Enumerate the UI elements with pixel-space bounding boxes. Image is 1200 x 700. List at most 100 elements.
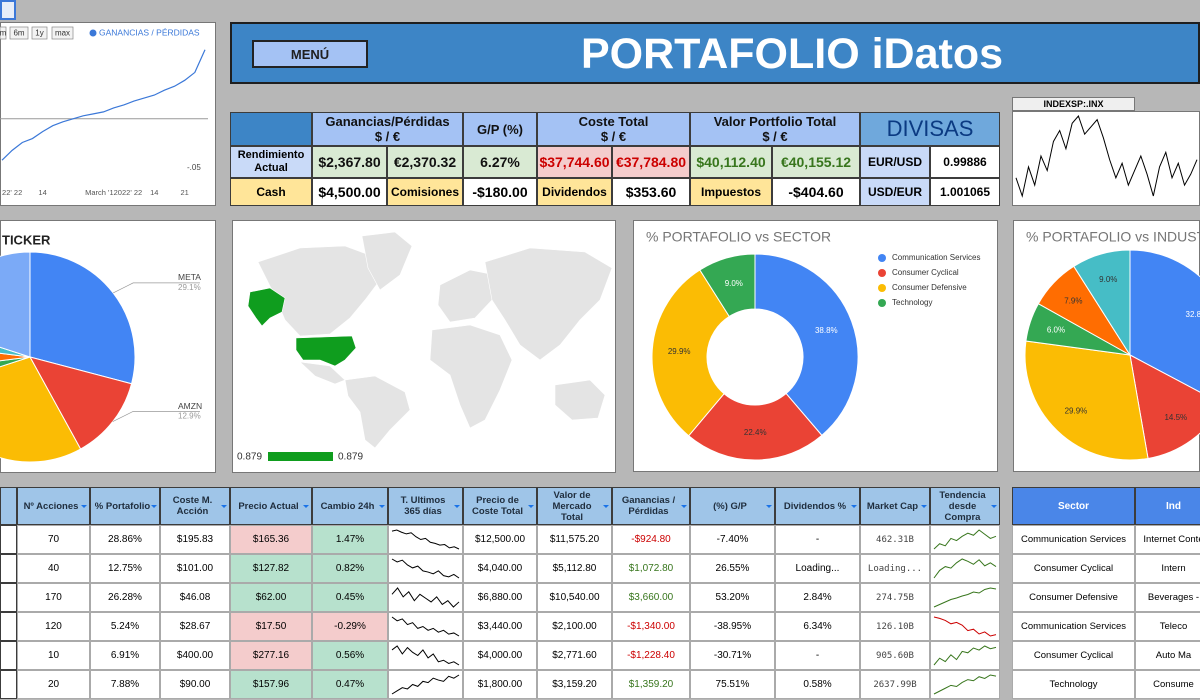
header-line: $ / € bbox=[600, 129, 627, 144]
holding-cell: $165.36 bbox=[230, 525, 312, 554]
holding-cell: $12,500.00 bbox=[463, 525, 537, 554]
holdings-header: Ganancias / Pérdidas bbox=[612, 487, 690, 525]
sparkline bbox=[391, 645, 460, 666]
divisas-title: DIVISAS bbox=[860, 112, 1000, 146]
sector-cell: Consume bbox=[1135, 670, 1200, 699]
sector-cell: Internet Conte bbox=[1135, 525, 1200, 554]
header-line: Ganancias/Pérdidas bbox=[325, 114, 450, 129]
sector-cell: Teleco bbox=[1135, 612, 1200, 641]
holdings-header: T. Ultimos 365 días bbox=[388, 487, 463, 525]
holding-cell: $157.96 bbox=[230, 670, 312, 699]
sparkline-line bbox=[391, 558, 460, 579]
holdings-header: Valor de Mercado Total bbox=[537, 487, 612, 525]
sparkline-line bbox=[933, 645, 997, 666]
holding-cell: 7.88% bbox=[90, 670, 160, 699]
sparkline bbox=[391, 587, 460, 608]
page-title: PORTAFOLIO iDatos bbox=[580, 29, 1004, 78]
spark-cell bbox=[930, 641, 1000, 670]
logo-cell bbox=[0, 670, 17, 699]
holding-cell: $17.50 bbox=[230, 612, 312, 641]
holding-cell: $4,040.00 bbox=[463, 554, 537, 583]
sparkline-line bbox=[933, 587, 997, 608]
holding-cell: 0.47% bbox=[312, 670, 388, 699]
holdings-header: Precio Actual bbox=[230, 487, 312, 525]
spark-cell bbox=[388, 641, 463, 670]
holding-cell: 26.28% bbox=[90, 583, 160, 612]
holding-cell: 10 bbox=[17, 641, 90, 670]
holding-cell: 6.91% bbox=[90, 641, 160, 670]
spark-cell bbox=[930, 670, 1000, 699]
sector-cell: Technology bbox=[1012, 670, 1135, 699]
sparkline bbox=[933, 616, 997, 637]
holdings-header: Market Cap bbox=[860, 487, 930, 525]
holding-cell: $6,880.00 bbox=[463, 583, 537, 612]
sparkline bbox=[391, 558, 460, 579]
summary-cell: $353.60 bbox=[612, 178, 690, 206]
menu-button[interactable]: MENÚ bbox=[252, 40, 368, 68]
header-line: $ / € bbox=[762, 129, 788, 144]
sparkline-line bbox=[933, 616, 997, 637]
sector-header: Ind bbox=[1135, 487, 1200, 525]
sector-cell: Consumer Defensive bbox=[1012, 583, 1135, 612]
summary-cell: $2,367.80 bbox=[312, 146, 387, 178]
sparkline bbox=[391, 674, 460, 695]
summary-cell: €37,784.80 bbox=[612, 146, 690, 178]
holding-cell: 53.20% bbox=[690, 583, 775, 612]
holding-cell: 905.60B bbox=[860, 641, 930, 670]
holding-cell: 462.31B bbox=[860, 525, 930, 554]
holding-cell: 12.75% bbox=[90, 554, 160, 583]
holding-cell: -$1,228.40 bbox=[612, 641, 690, 670]
sparkline bbox=[933, 645, 997, 666]
holding-cell: $1,072.80 bbox=[612, 554, 690, 583]
holding-cell: - bbox=[775, 525, 860, 554]
holding-cell: 274.75B bbox=[860, 583, 930, 612]
holding-cell: $277.16 bbox=[230, 641, 312, 670]
summary-cell: €40,155.12 bbox=[772, 146, 860, 178]
divisas-cell: EUR/USD bbox=[860, 146, 930, 178]
holding-cell: $1,359.20 bbox=[612, 670, 690, 699]
holding-cell: -7.40% bbox=[690, 525, 775, 554]
holdings-header: (%) G/P bbox=[690, 487, 775, 525]
sparkline-line bbox=[391, 674, 460, 695]
holding-cell: $1,800.00 bbox=[463, 670, 537, 699]
holding-cell: -0.29% bbox=[312, 612, 388, 641]
holding-cell: $101.00 bbox=[160, 554, 230, 583]
holding-cell: 75.51% bbox=[690, 670, 775, 699]
holdings-header: Dividendos % bbox=[775, 487, 860, 525]
summary-header: Valor Portfolio Total $ / € bbox=[690, 112, 860, 146]
summary-cell: -$404.60 bbox=[772, 178, 860, 206]
sparkline bbox=[933, 529, 997, 550]
summary-cell: 6.27% bbox=[463, 146, 537, 178]
divisas-cell: USD/EUR bbox=[860, 178, 930, 206]
holding-cell: Loading... bbox=[775, 554, 860, 583]
corner-cell bbox=[230, 112, 312, 146]
holding-cell: $3,440.00 bbox=[463, 612, 537, 641]
sparkline bbox=[933, 558, 997, 579]
spark-cell bbox=[930, 612, 1000, 641]
holding-cell: 120 bbox=[17, 612, 90, 641]
sector-cell: Auto Ma bbox=[1135, 641, 1200, 670]
holding-cell: 20 bbox=[17, 670, 90, 699]
holdings-header: % Portafolio bbox=[90, 487, 160, 525]
sparkline bbox=[933, 587, 997, 608]
holding-cell: - bbox=[775, 641, 860, 670]
holding-cell: 0.58% bbox=[775, 670, 860, 699]
holding-cell: -$1,340.00 bbox=[612, 612, 690, 641]
summary-cell: Comisiones bbox=[387, 178, 463, 206]
summary-cell: Dividendos bbox=[537, 178, 612, 206]
divisas-cell: 1.001065 bbox=[930, 178, 1000, 206]
summary-cell: Impuestos bbox=[690, 178, 772, 206]
logo-cell bbox=[0, 612, 17, 641]
header-line: G/P (%) bbox=[477, 121, 523, 137]
sparkline-line bbox=[391, 587, 460, 608]
logo-cell bbox=[0, 525, 17, 554]
holding-cell: $90.00 bbox=[160, 670, 230, 699]
holding-cell: 6.34% bbox=[775, 612, 860, 641]
holding-cell: $2,771.60 bbox=[537, 641, 612, 670]
holding-cell: $46.08 bbox=[160, 583, 230, 612]
spark-cell bbox=[930, 554, 1000, 583]
index-tab: INDEXSP:.INX bbox=[1012, 97, 1135, 111]
sector-header: Sector bbox=[1012, 487, 1135, 525]
